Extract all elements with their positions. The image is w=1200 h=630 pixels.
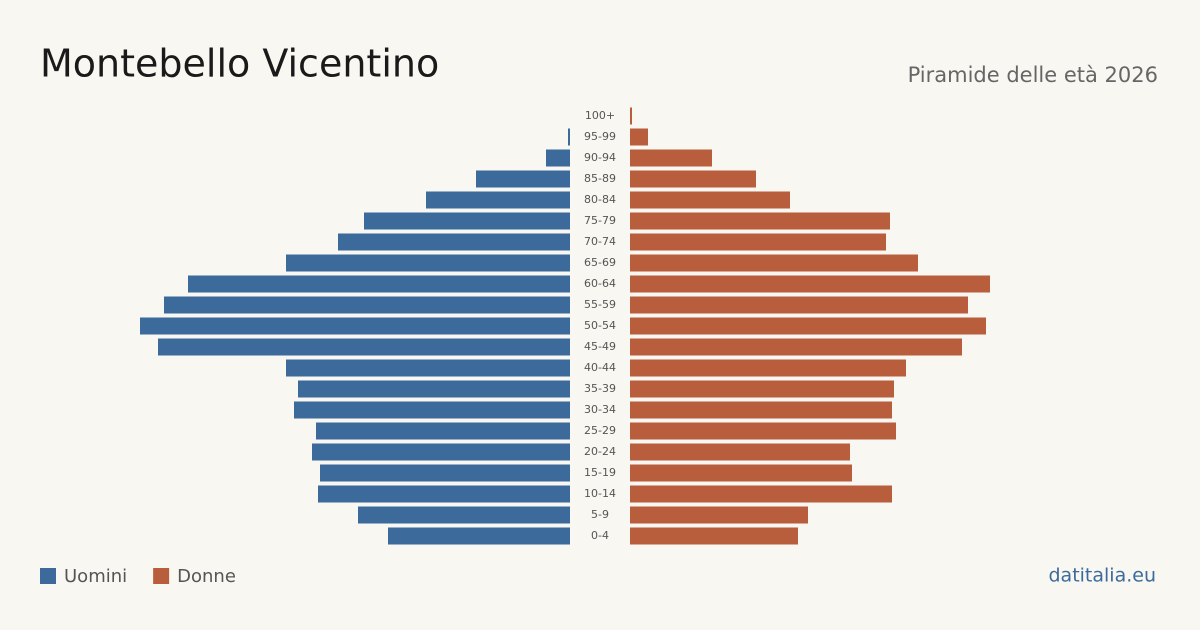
age-label: 75-79 (584, 214, 616, 227)
age-label: 55-59 (584, 298, 616, 311)
bar (630, 254, 918, 272)
age-label: 65-69 (584, 256, 616, 269)
bar (630, 275, 990, 293)
bar (388, 527, 570, 545)
age-label: 90-94 (584, 151, 616, 164)
legend-swatch (153, 568, 170, 584)
age-label: 5-9 (591, 508, 609, 521)
bar (630, 380, 894, 398)
bar (318, 485, 570, 503)
bar (316, 422, 570, 440)
age-label: 20-24 (584, 445, 616, 458)
bar (320, 464, 570, 482)
bar (476, 170, 570, 188)
age-label: 15-19 (584, 466, 616, 479)
bar (630, 170, 756, 188)
legend-swatch (40, 568, 56, 584)
bar (630, 527, 798, 545)
bar (188, 275, 570, 293)
bar (630, 149, 712, 167)
chart-title: Montebello Vicentino (40, 42, 439, 86)
bar (630, 107, 632, 125)
age-label: 40-44 (584, 361, 616, 374)
bar (630, 485, 892, 503)
age-label: 85-89 (584, 172, 616, 185)
bar (630, 191, 790, 209)
age-label: 60-64 (584, 277, 616, 290)
bar (312, 443, 570, 461)
bar (286, 254, 570, 272)
bar (630, 338, 962, 356)
age-label: 35-39 (584, 382, 616, 395)
source: datitalia.eu (1049, 565, 1157, 587)
age-label: 95-99 (584, 130, 616, 143)
bar (286, 359, 570, 377)
age-label: 70-74 (584, 235, 616, 248)
bar (630, 422, 896, 440)
bar (338, 233, 570, 251)
bar (158, 338, 570, 356)
legend-label: Uomini (64, 566, 127, 587)
age-label: 100+ (585, 109, 615, 122)
chart-subtitle: Piramide delle età 2026 (908, 63, 1158, 87)
bar (426, 191, 570, 209)
age-label: 50-54 (584, 319, 616, 332)
bar (298, 380, 570, 398)
bar (546, 149, 570, 167)
bar (630, 128, 648, 146)
bar (568, 128, 570, 146)
bar (630, 359, 906, 377)
bar (630, 506, 808, 524)
bar (140, 317, 570, 335)
age-label: 45-49 (584, 340, 616, 353)
bar (294, 401, 570, 419)
legend-label: Donne (177, 566, 236, 587)
age-label: 0-4 (591, 529, 609, 542)
bar (358, 506, 570, 524)
bar (630, 233, 886, 251)
age-label: 10-14 (584, 487, 616, 500)
bar (364, 212, 570, 230)
age-label: 25-29 (584, 424, 616, 437)
bar (630, 401, 892, 419)
bar (630, 296, 968, 314)
age-label: 80-84 (584, 193, 616, 206)
bar (630, 464, 852, 482)
bar (164, 296, 570, 314)
bar (630, 317, 986, 335)
bar (630, 212, 890, 230)
age-label: 30-34 (584, 403, 616, 416)
bar (630, 443, 850, 461)
